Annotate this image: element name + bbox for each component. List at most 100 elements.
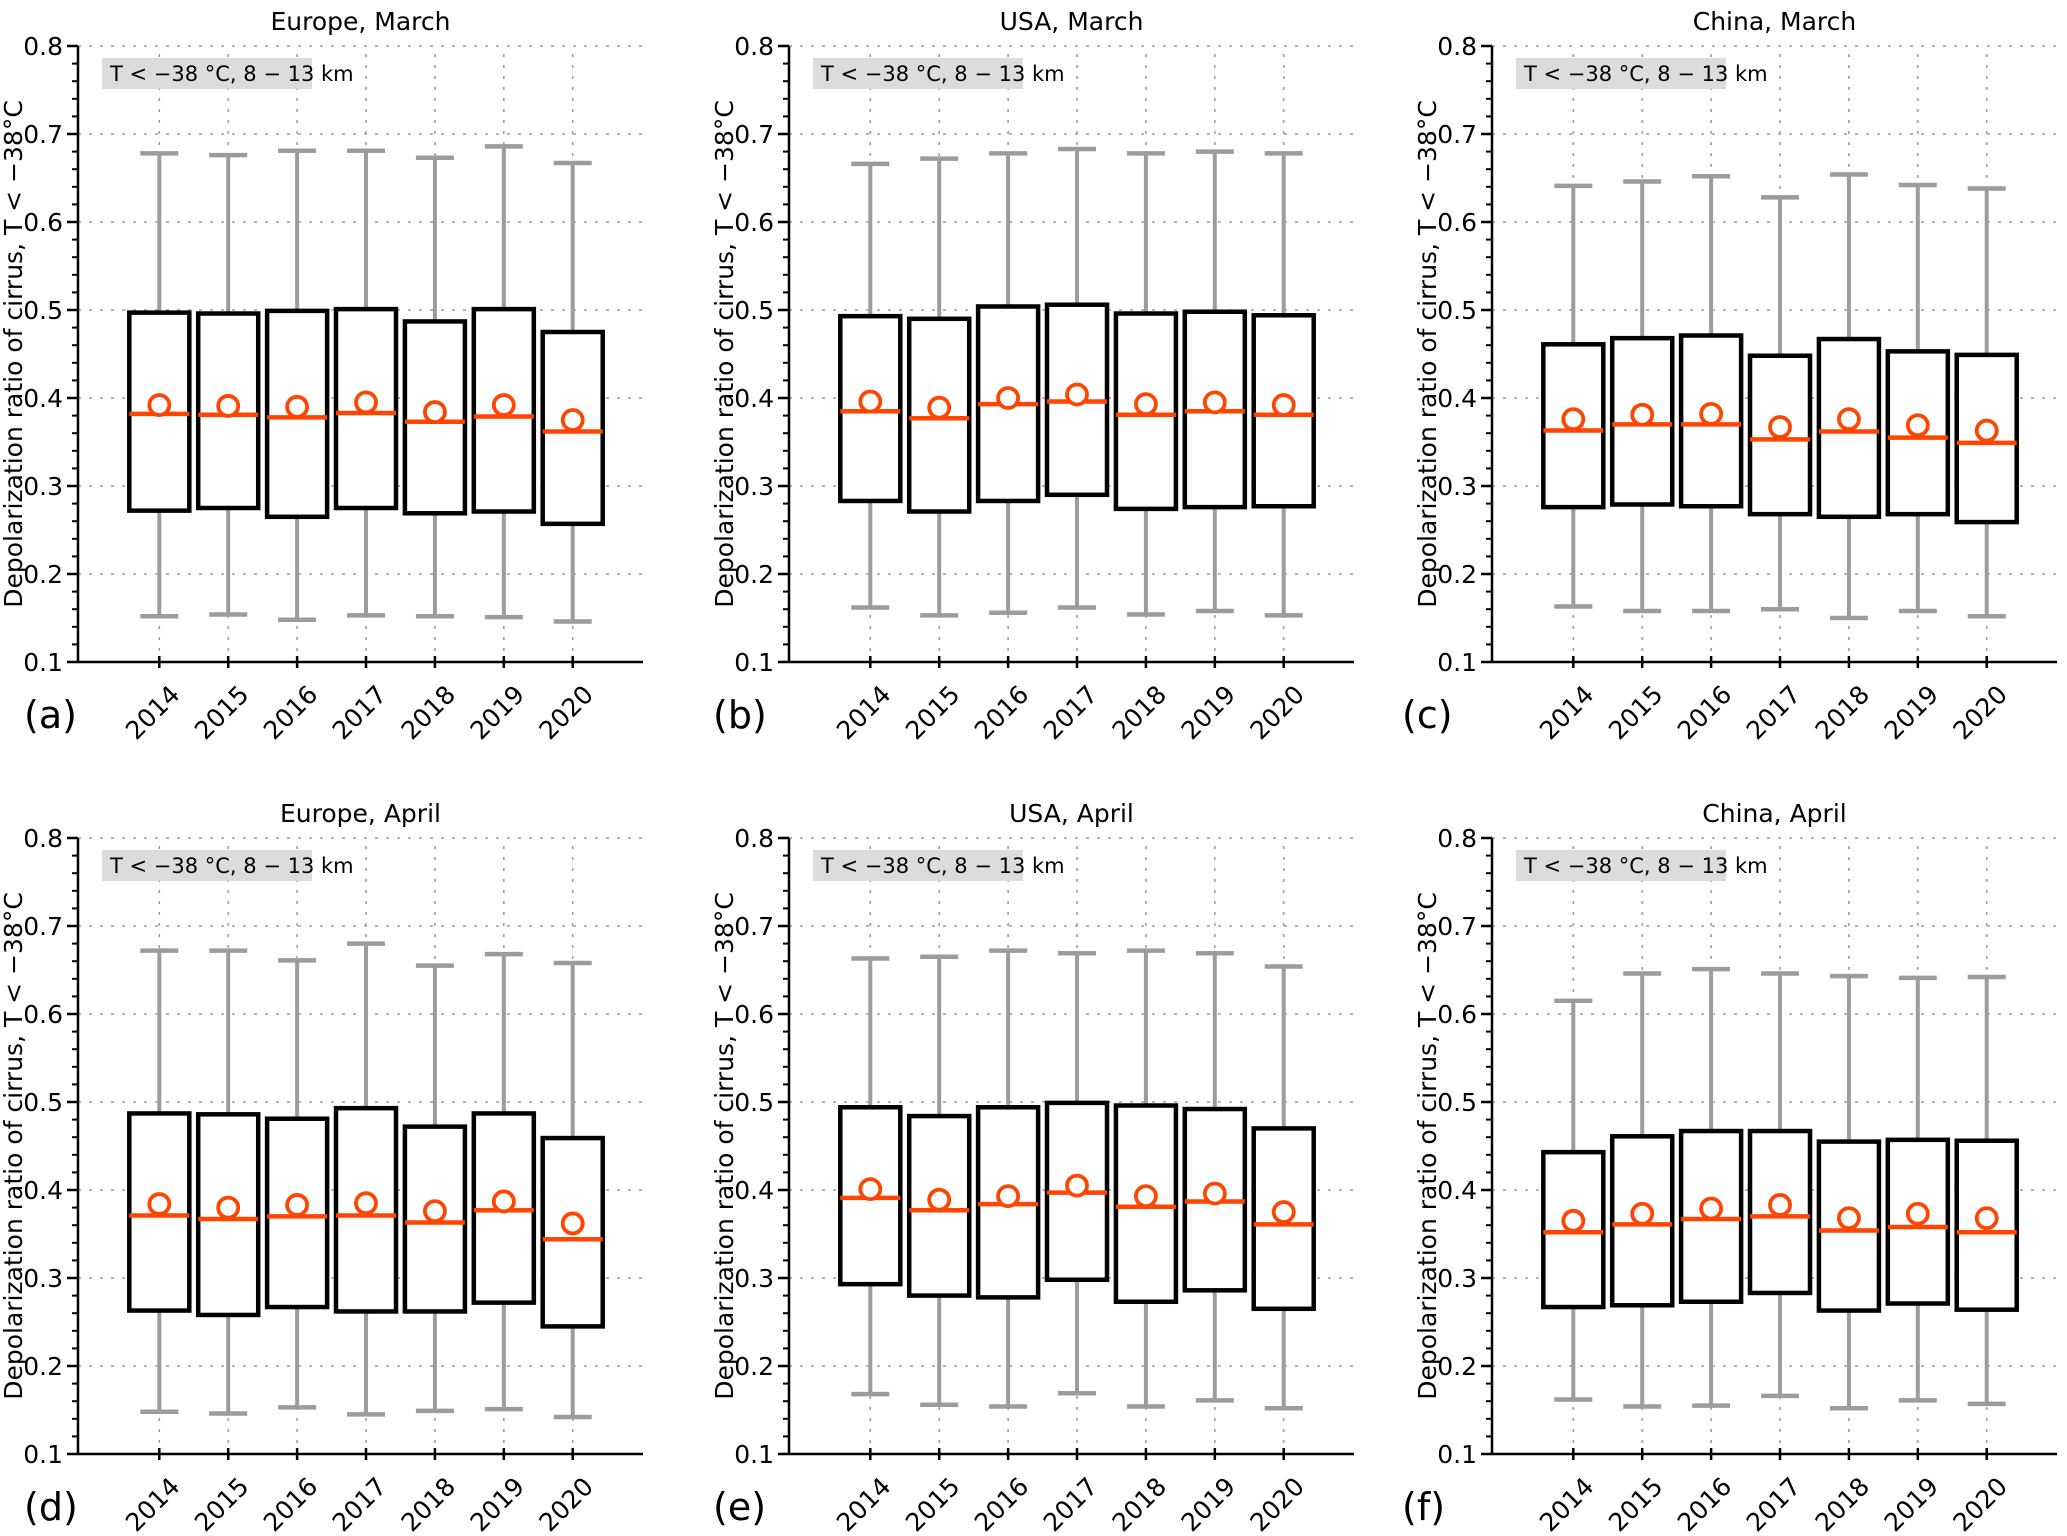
x-tick-label-2014: 2014 xyxy=(120,1472,185,1532)
y-axis-title: Depolarization ratio of cirrus, T < −38°… xyxy=(1413,100,1442,608)
x-tick-label-2014: 2014 xyxy=(831,1472,896,1532)
boxplot-chart-d: 0.1 0.2 0.3 0.4 0.5 0.6 0.7 0.8 2014 2015 2016 2017… xyxy=(0,799,643,1536)
axes xyxy=(778,836,1354,1460)
x-tick-label-2020: 2020 xyxy=(1244,1472,1309,1532)
iqr-box xyxy=(333,1105,399,1314)
y-tick-label-0.4: 0.4 xyxy=(23,1176,63,1205)
iqr-box xyxy=(1816,336,1882,520)
x-tick-label-2020: 2020 xyxy=(533,1472,598,1532)
mean-marker xyxy=(1837,1206,1861,1231)
boxplot-2016 xyxy=(1678,966,1744,1408)
y-tick-label-0.4: 0.4 xyxy=(23,384,63,413)
boxplot-2017 xyxy=(1747,971,1813,1399)
mean-marker xyxy=(927,1187,952,1212)
x-tick-label-2014: 2014 xyxy=(831,680,896,745)
mean-marker xyxy=(354,390,378,415)
boxplot-2015 xyxy=(195,948,261,1416)
boxplot-2014 xyxy=(127,948,192,1415)
boxplot-2020 xyxy=(1251,151,1316,618)
panel-letter: (e) xyxy=(713,1485,766,1529)
mean-marker xyxy=(1630,1201,1655,1226)
boxplot-2018 xyxy=(1816,973,1882,1411)
y-tick-label-0.5: 0.5 xyxy=(734,1088,774,1117)
mean-marker xyxy=(1837,407,1861,432)
panel-letter: (c) xyxy=(1402,693,1453,737)
axes xyxy=(67,836,643,1460)
annotation-box xyxy=(102,58,312,89)
x-tick-label-2018: 2018 xyxy=(1107,1472,1172,1532)
boxplot-chart-f: 0.1 0.2 0.3 0.4 0.5 0.6 0.7 0.8 2014 2015 2016 2017… xyxy=(1402,799,2057,1536)
mean-marker xyxy=(1065,382,1089,407)
x-tick-label-2019: 2019 xyxy=(465,1472,530,1532)
panel-letter: (d) xyxy=(24,1485,78,1529)
panel-c: 0.1 0.2 0.3 0.4 0.5 0.6 0.7 0.8 2014 2015 2016 2017… xyxy=(1378,0,2067,766)
boxplot-2014 xyxy=(838,956,903,1397)
boxplot-2020 xyxy=(540,960,605,1420)
x-tick-label-2015: 2015 xyxy=(1603,680,1668,745)
axes xyxy=(778,44,1354,668)
y-tick-label-0.6: 0.6 xyxy=(23,1000,63,1029)
mean-marker xyxy=(996,1184,1021,1209)
mean-marker xyxy=(1630,402,1655,427)
axes xyxy=(1481,44,2057,668)
x-tick-label-2017: 2017 xyxy=(1741,680,1806,745)
mean-marker xyxy=(285,1193,310,1217)
x-tick-label-2015: 2015 xyxy=(189,680,254,745)
y-tick-label-0.6: 0.6 xyxy=(734,208,774,237)
x-tick-label-2018: 2018 xyxy=(1810,680,1875,745)
y-tick-label-0.7: 0.7 xyxy=(23,120,63,149)
boxplot-2020 xyxy=(1954,186,2019,619)
x-tick-label-2020: 2020 xyxy=(1947,680,2012,745)
mean-marker xyxy=(996,386,1021,410)
boxplot-2014 xyxy=(1541,183,1606,609)
y-tick-label-0.4: 0.4 xyxy=(734,384,774,413)
x-tick-label-2017: 2017 xyxy=(1038,680,1103,745)
iqr-box xyxy=(333,306,399,511)
boxplot-2017 xyxy=(1044,951,1110,1396)
panel-title: Europe, March xyxy=(270,7,450,36)
x-tick-label-2017: 2017 xyxy=(1038,1472,1103,1532)
boxplot-chart-b: 0.1 0.2 0.3 0.4 0.5 0.6 0.7 0.8 2014 2015 2016 2017… xyxy=(710,7,1354,745)
x-tick-label-2020: 2020 xyxy=(533,680,598,745)
x-tick-label-2018: 2018 xyxy=(1810,1472,1875,1532)
annotation-box xyxy=(1516,58,1726,89)
y-tick-label-0.3: 0.3 xyxy=(1437,472,1477,501)
panel-letter: (f) xyxy=(1402,1485,1445,1529)
x-tick-label-2017: 2017 xyxy=(327,1472,392,1532)
y-tick-label-0.1: 0.1 xyxy=(1437,648,1477,677)
x-tick-label-2017: 2017 xyxy=(327,680,392,745)
y-tick-label-0.1: 0.1 xyxy=(734,648,774,677)
boxplot-2016 xyxy=(1678,173,1744,614)
x-tick-label-2019: 2019 xyxy=(1879,1472,1944,1532)
boxplot-2016 xyxy=(975,151,1041,615)
boxplot-chart-a: 0.1 0.2 0.3 0.4 0.5 0.6 0.7 0.8 2014 2015 2016 2017… xyxy=(0,7,643,745)
axes xyxy=(1481,836,2057,1460)
y-tick-label-0.6: 0.6 xyxy=(23,208,63,237)
annotation-label: T < −38 °C, 8 − 13 km xyxy=(820,62,1065,86)
x-tick-label-2020: 2020 xyxy=(1947,1472,2012,1532)
boxplot-2015 xyxy=(1609,971,1675,1409)
y-tick-label-0.4: 0.4 xyxy=(734,1176,774,1205)
y-axis-title: Depolarization ratio of cirrus, T < −38°… xyxy=(710,892,739,1400)
boxplot-2019 xyxy=(471,144,537,620)
mean-marker xyxy=(1768,415,1792,439)
y-tick-label-0.3: 0.3 xyxy=(734,1264,774,1293)
y-tick-label-0.8: 0.8 xyxy=(23,824,63,853)
y-tick-label-0.4: 0.4 xyxy=(1437,384,1477,413)
annotation-box xyxy=(813,58,1023,89)
boxplot-2020 xyxy=(1954,974,2019,1407)
boxplot-2018 xyxy=(402,963,468,1414)
boxplot-2016 xyxy=(264,148,330,623)
panel-title: USA, April xyxy=(1009,799,1134,828)
boxplot-2018 xyxy=(1113,948,1179,1409)
mean-marker xyxy=(423,1199,447,1224)
boxplot-2015 xyxy=(195,152,261,617)
mean-marker xyxy=(560,408,585,432)
y-tick-label-0.2: 0.2 xyxy=(23,1352,63,1381)
x-tick-label-2020: 2020 xyxy=(1244,680,1309,745)
annotation-label: T < −38 °C, 8 − 13 km xyxy=(109,62,354,86)
y-tick-label-0.8: 0.8 xyxy=(734,824,774,853)
y-tick-label-0.1: 0.1 xyxy=(23,1440,63,1469)
mean-marker xyxy=(1134,392,1158,417)
mean-marker xyxy=(1699,1196,1724,1221)
